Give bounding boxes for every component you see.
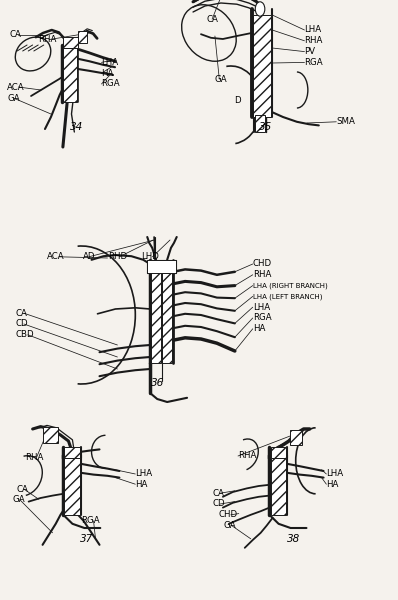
Bar	[151, 273, 161, 363]
Bar	[63, 37, 78, 48]
Text: 34: 34	[70, 122, 83, 132]
Bar	[43, 427, 58, 443]
Bar	[63, 48, 77, 102]
Bar	[147, 260, 176, 273]
Bar	[253, 15, 271, 117]
Text: CA: CA	[17, 485, 29, 493]
Text: RHA: RHA	[304, 36, 323, 45]
Text: GA: GA	[224, 520, 236, 529]
Text: 37: 37	[80, 534, 93, 544]
Text: RGA: RGA	[82, 516, 100, 526]
Text: GA: GA	[7, 94, 20, 103]
Text: CA: CA	[213, 488, 225, 498]
Text: SMA: SMA	[336, 117, 355, 126]
Bar	[290, 430, 302, 445]
Text: CA: CA	[16, 308, 28, 318]
Text: RHA: RHA	[38, 35, 56, 44]
Text: CD: CD	[16, 319, 29, 329]
Text: LHA: LHA	[253, 302, 270, 312]
Text: HA: HA	[326, 480, 339, 488]
Bar	[162, 273, 172, 363]
Bar	[255, 115, 265, 132]
Text: ACA: ACA	[7, 82, 25, 91]
Text: CA: CA	[10, 31, 22, 40]
Text: CA: CA	[206, 14, 218, 23]
Text: 35: 35	[259, 122, 272, 132]
Text: LHA: LHA	[135, 469, 152, 479]
Text: GA: GA	[13, 496, 25, 504]
Text: RHD: RHD	[108, 252, 127, 262]
Bar	[64, 458, 80, 515]
Bar	[271, 458, 286, 515]
Text: CHD: CHD	[253, 259, 272, 268]
Text: RHA: RHA	[238, 451, 256, 461]
Text: CD: CD	[213, 499, 226, 509]
Text: HA: HA	[253, 324, 265, 334]
Circle shape	[255, 2, 265, 16]
Text: LHA: LHA	[101, 58, 119, 67]
Text: HA: HA	[135, 480, 148, 488]
Text: 36: 36	[151, 378, 164, 388]
Text: LHA (LEFT BRANCH): LHA (LEFT BRANCH)	[253, 293, 322, 299]
Text: ACA: ACA	[47, 252, 64, 262]
Bar	[64, 447, 80, 458]
Bar	[151, 260, 172, 273]
Text: PV: PV	[304, 47, 316, 56]
Text: RHA: RHA	[25, 452, 43, 462]
Text: HA: HA	[101, 69, 114, 78]
Text: LHA: LHA	[304, 25, 322, 34]
Text: D: D	[234, 96, 241, 106]
Text: 38: 38	[287, 534, 300, 544]
Text: LHD: LHD	[141, 252, 159, 262]
Text: LHA: LHA	[326, 469, 343, 479]
Text: RGA: RGA	[253, 313, 271, 323]
Bar	[271, 447, 286, 458]
Text: RHA: RHA	[253, 270, 271, 279]
Bar	[78, 31, 87, 43]
Text: RGA: RGA	[101, 79, 120, 88]
Text: AD: AD	[83, 252, 95, 262]
Text: RGA: RGA	[304, 58, 323, 67]
Text: CBD: CBD	[16, 330, 35, 340]
Text: GA: GA	[214, 75, 227, 84]
Text: CHD: CHD	[219, 510, 238, 520]
Text: LHA (RIGHT BRANCH): LHA (RIGHT BRANCH)	[253, 283, 328, 289]
